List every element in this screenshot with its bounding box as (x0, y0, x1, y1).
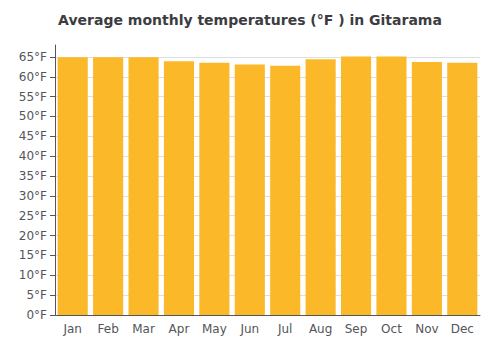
svg-text:Jul: Jul (277, 322, 292, 336)
svg-text:Nov: Nov (415, 322, 438, 336)
svg-text:55°F: 55°F (19, 90, 47, 104)
svg-text:Oct: Oct (381, 322, 402, 336)
svg-text:15°F: 15°F (19, 248, 47, 262)
svg-text:Mar: Mar (132, 322, 155, 336)
svg-text:35°F: 35°F (19, 169, 47, 183)
svg-text:45°F: 45°F (19, 129, 47, 143)
svg-text:Sep: Sep (345, 322, 368, 336)
svg-text:25°F: 25°F (19, 209, 47, 223)
svg-text:Feb: Feb (98, 322, 119, 336)
svg-text:40°F: 40°F (19, 149, 47, 163)
svg-text:50°F: 50°F (19, 109, 47, 123)
svg-text:10°F: 10°F (19, 268, 47, 282)
svg-text:Average monthly temperatures (: Average monthly temperatures (°F ) in Gi… (58, 12, 442, 28)
svg-text:Apr: Apr (169, 322, 190, 336)
svg-text:5°F: 5°F (26, 288, 47, 302)
svg-text:20°F: 20°F (19, 229, 47, 243)
svg-text:Dec: Dec (451, 322, 474, 336)
svg-text:May: May (202, 322, 227, 336)
svg-text:30°F: 30°F (19, 189, 47, 203)
svg-text:Jan: Jan (62, 322, 82, 336)
svg-text:60°F: 60°F (19, 70, 47, 84)
svg-text:0°F: 0°F (26, 308, 47, 322)
svg-text:65°F: 65°F (19, 50, 47, 64)
svg-text:Jun: Jun (239, 322, 259, 336)
svg-text:Aug: Aug (309, 322, 332, 336)
